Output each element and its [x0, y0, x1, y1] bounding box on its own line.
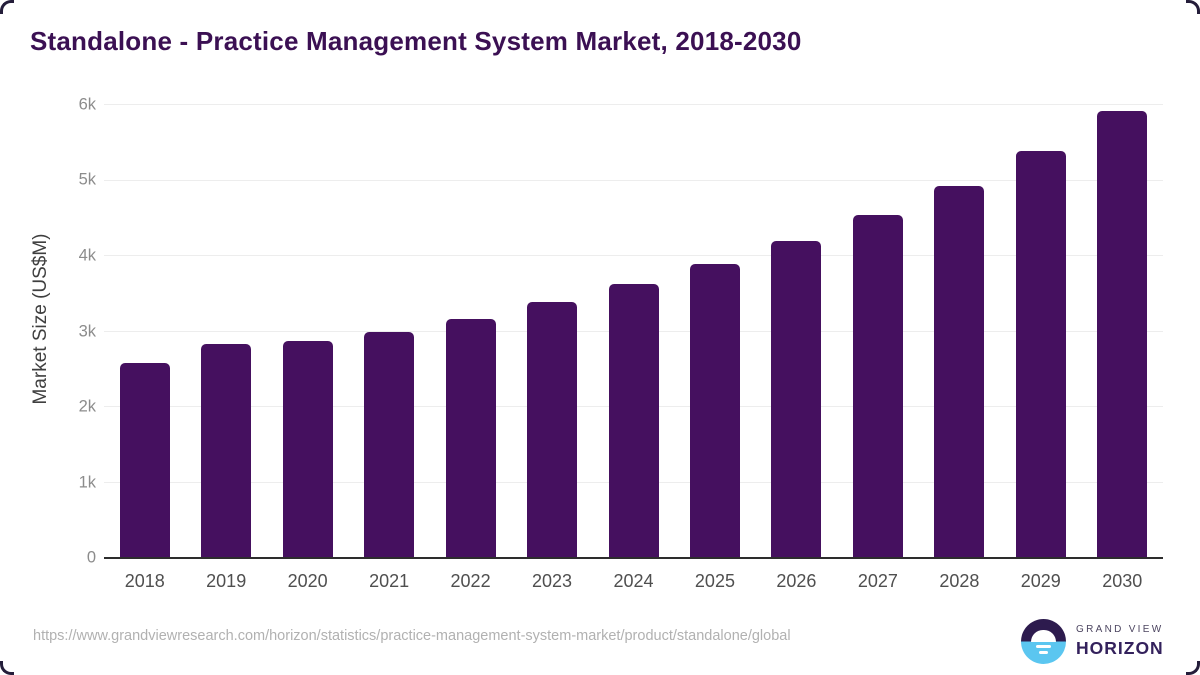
gridline — [104, 104, 1163, 105]
gridline — [104, 179, 1163, 181]
x-tick-label: 2020 — [287, 571, 328, 591]
sun-reflection-line-1 — [1036, 644, 1051, 648]
source-url: https://www.grandviewresearch.com/horizo… — [33, 628, 791, 644]
bar-2019[interactable] — [201, 344, 252, 558]
x-tick-labels: 2018 2019 2020 2021 2022 2023 2024 2025 2026 2027… — [104, 571, 1163, 597]
x-tick-label: 2023 — [532, 571, 573, 591]
y-tick-labels: 0 1k 2k 3k 4k 5k 6k — [40, 96, 96, 567]
bar-2027[interactable] — [852, 215, 903, 558]
y-tick-label: 5k — [78, 170, 96, 189]
x-tick-label: 2026 — [776, 571, 817, 591]
bar-2028[interactable] — [934, 185, 985, 558]
x-tick-label: 2022 — [450, 571, 491, 591]
bar-2024[interactable] — [608, 283, 659, 558]
x-tick-label: 2021 — [369, 571, 410, 591]
bar-2029[interactable] — [1015, 151, 1066, 558]
bar-2018[interactable] — [119, 363, 170, 558]
y-tick-label: 2k — [78, 397, 96, 416]
x-tick-label: 2029 — [1020, 571, 1061, 591]
x-tick-label: 2025 — [694, 571, 735, 591]
logo-brand-top: GRAND VIEW — [1076, 624, 1164, 635]
x-axis-line — [104, 557, 1163, 559]
x-tick-label: 2028 — [939, 571, 980, 591]
sun-reflection-line-2 — [1039, 650, 1048, 654]
bar-2025[interactable] — [689, 264, 740, 558]
y-tick-label: 0 — [86, 548, 96, 567]
logo-text: GRAND VIEW HORIZON — [1076, 624, 1164, 659]
y-tick-label: 1k — [78, 473, 96, 491]
chart-title: Standalone - Practice Management System … — [30, 26, 802, 56]
x-tick-label: 2019 — [206, 571, 247, 591]
grandview-horizon-logo: GRAND VIEW HORIZON — [1021, 619, 1171, 666]
x-tick-label: 2018 — [124, 571, 165, 591]
bar-2020[interactable] — [282, 341, 333, 558]
frame-corner-bottom-left — [0, 661, 14, 675]
y-tick-label: 4k — [78, 246, 96, 265]
x-tick-label: 2030 — [1102, 571, 1143, 591]
gridline — [104, 255, 1163, 257]
bar-2030[interactable] — [1097, 111, 1148, 558]
horizon-sun-icon — [1021, 619, 1066, 664]
frame-corner-bottom-right — [1186, 661, 1200, 675]
bar-2021[interactable] — [364, 332, 415, 558]
sun-dome-shape — [1031, 629, 1056, 642]
bar-2022[interactable] — [445, 318, 496, 558]
frame-corner-top-left — [0, 0, 14, 14]
y-tick-label: 3k — [78, 322, 96, 340]
frame-corner-top-right — [1186, 0, 1200, 14]
logo-brand-bottom: HORIZON — [1076, 638, 1164, 658]
plot-area — [104, 104, 1163, 559]
bar-2023[interactable] — [527, 302, 578, 558]
bar-2026[interactable] — [771, 240, 822, 558]
y-tick-label: 6k — [78, 95, 96, 114]
x-tick-label: 2027 — [857, 571, 898, 591]
x-tick-label: 2024 — [613, 571, 654, 591]
